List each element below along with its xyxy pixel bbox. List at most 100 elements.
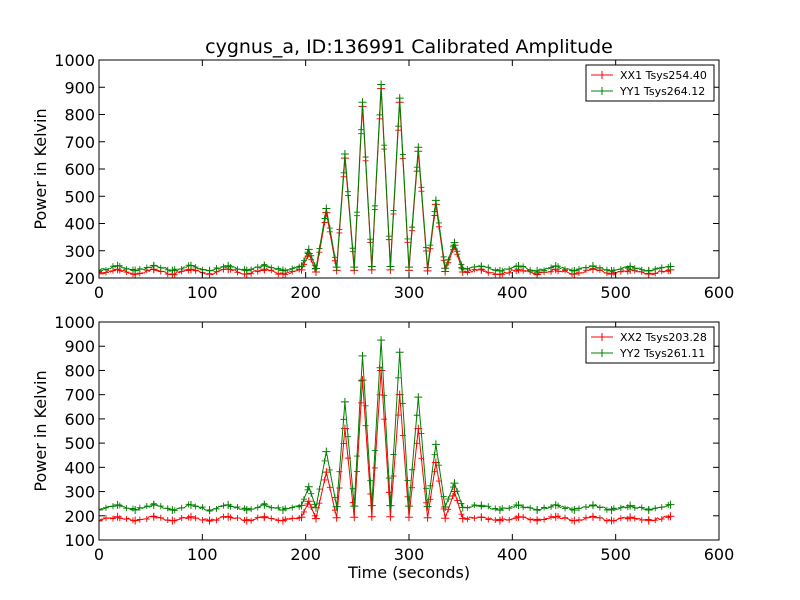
x-tick-label: 0 [94,283,104,302]
trace-marker [326,484,333,491]
trace-marker [624,504,631,511]
trace-marker [381,392,388,399]
trace-marker [192,264,199,271]
trace-marker [390,473,397,480]
trace-marker [331,254,338,261]
data-point [377,336,386,345]
data-point [395,348,404,357]
trace-marker [316,486,323,493]
data-point [99,269,103,278]
trace-marker [213,264,220,271]
trace-marker [316,500,323,507]
trace-marker [555,263,562,270]
trace-marker [164,516,171,523]
data-point [312,503,320,512]
trace-marker [213,517,220,524]
trace-marker [304,500,311,507]
data-point [332,263,341,272]
trace-marker [423,244,430,251]
trace-marker [541,504,548,511]
data-point [367,262,376,271]
trace-marker [485,503,492,510]
trace-marker [123,505,130,512]
trace-marker [282,505,289,512]
trace-marker [418,184,425,191]
y-tick-label: 800 [64,106,95,125]
data-point [358,376,367,385]
x-tick-label: 600 [704,283,735,302]
trace-marker [123,266,130,273]
legend-marker [598,349,606,357]
data-point [350,513,359,522]
y-tick-label: 400 [64,458,95,477]
trace-marker [268,515,275,522]
trace-marker [562,505,569,512]
trace-marker [575,505,582,512]
data-point [458,514,467,523]
trace-marker [143,516,150,523]
trace-marker [136,516,143,523]
trace-marker [345,188,352,195]
trace-marker [362,422,369,429]
trace-marker [454,497,461,504]
trace-marker [345,433,352,440]
trace-marker [129,266,136,273]
trace-marker [326,466,333,473]
trace-marker [206,508,213,515]
trace-marker [99,517,102,524]
trace-marker [362,402,369,409]
data-point [441,503,450,512]
trace-marker [241,266,248,273]
trace-marker [308,252,315,259]
trace-marker [555,502,562,509]
trace-marker [109,515,116,522]
trace-marker [492,517,499,524]
trace-marker [150,262,157,269]
trace-marker [492,505,499,512]
trace-marker [603,506,610,513]
trace-marker [282,516,289,523]
trace-marker [136,504,143,511]
trace-marker [399,400,406,407]
legend-marker [598,71,606,79]
trace-marker [665,501,672,508]
x-tick-label: 600 [704,545,735,564]
trace-marker [109,503,116,510]
legend: XX1 Tsys254.40 YY1 Tsys264.12 [585,64,715,102]
trace-marker [234,514,241,521]
trace-marker [385,475,392,482]
trace-marker [478,263,485,270]
trace-marker [506,516,513,523]
data-point [113,512,122,521]
trace-marker [336,468,343,475]
trace-marker [449,492,456,499]
trace-marker [367,477,374,484]
data-point [312,264,320,273]
trace-marker [458,500,465,507]
trace-marker [582,504,589,511]
trace-marker [99,506,102,513]
trace-marker [624,515,631,522]
trace-marker [652,505,659,512]
trace-marker [555,513,562,520]
data-point [405,502,413,511]
y-tick-label: 900 [64,78,95,97]
y-tick-label: 700 [64,386,95,405]
trace-marker [454,488,461,495]
y-tick-label: 800 [64,361,95,380]
trace-marker [395,374,402,381]
trace-marker [575,516,582,523]
trace-marker [296,263,303,270]
trace-marker [340,416,347,423]
trace-marker [631,515,638,522]
trace-marker [261,261,268,268]
trace-marker [541,267,548,274]
series-group [99,336,675,525]
trace-marker [418,430,425,437]
trace-marker [404,235,411,242]
trace-marker [371,447,378,454]
trace-marker [385,233,392,240]
trace-marker [527,516,534,523]
data-point [377,80,386,89]
trace-marker [248,506,255,513]
